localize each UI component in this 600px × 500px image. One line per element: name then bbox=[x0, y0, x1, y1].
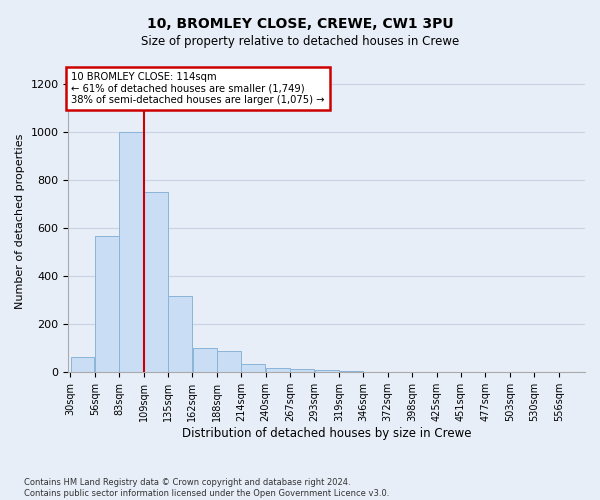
Bar bbox=[217, 351, 241, 372]
Text: Contains HM Land Registry data © Crown copyright and database right 2024.
Contai: Contains HM Land Registry data © Crown c… bbox=[24, 478, 389, 498]
Y-axis label: Number of detached properties: Number of detached properties bbox=[15, 134, 25, 309]
X-axis label: Distribution of detached houses by size in Crewe: Distribution of detached houses by size … bbox=[182, 427, 472, 440]
Bar bbox=[119, 132, 143, 372]
Text: 10, BROMLEY CLOSE, CREWE, CW1 3PU: 10, BROMLEY CLOSE, CREWE, CW1 3PU bbox=[146, 18, 454, 32]
Bar bbox=[241, 364, 265, 372]
Bar bbox=[315, 370, 338, 372]
Bar bbox=[339, 371, 363, 372]
Bar bbox=[193, 348, 217, 372]
Bar bbox=[290, 368, 314, 372]
Bar bbox=[144, 192, 168, 372]
Bar bbox=[168, 296, 192, 372]
Bar bbox=[266, 368, 290, 372]
Bar bbox=[71, 356, 94, 372]
Text: Size of property relative to detached houses in Crewe: Size of property relative to detached ho… bbox=[141, 35, 459, 48]
Bar bbox=[95, 236, 119, 372]
Text: 10 BROMLEY CLOSE: 114sqm
← 61% of detached houses are smaller (1,749)
38% of sem: 10 BROMLEY CLOSE: 114sqm ← 61% of detach… bbox=[71, 72, 325, 104]
